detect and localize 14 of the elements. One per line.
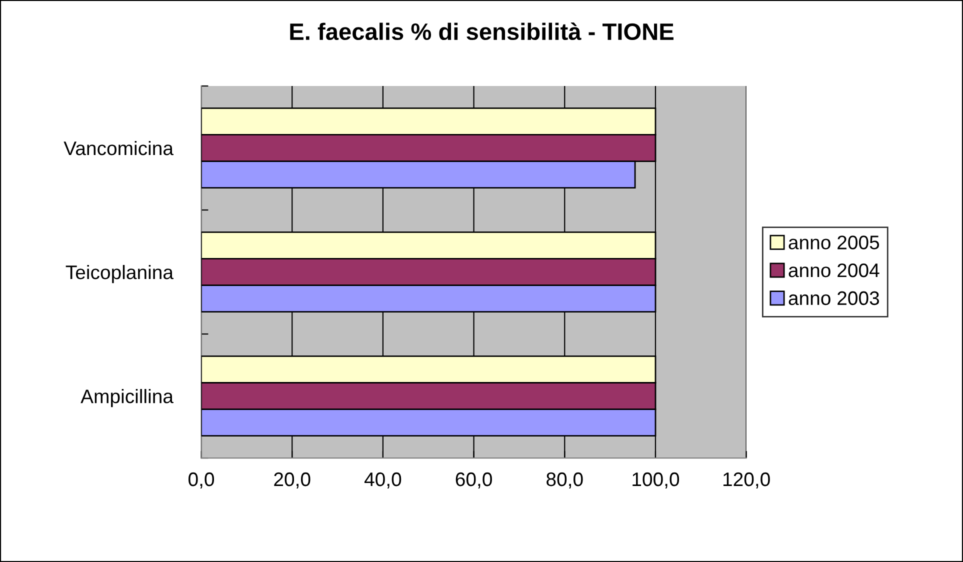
x-tick-label: 20,0	[274, 472, 310, 488]
x-tick-label: 120,0	[723, 472, 770, 488]
x-tick-label: 60,0	[456, 472, 492, 488]
chart-title: E. faecalis % di sensibilità - TIONE	[290, 22, 674, 40]
x-tick-label: 40,0	[364, 472, 402, 488]
y-tick-label: Teicoplanina	[66, 264, 174, 284]
legend-label: anno 2003	[788, 291, 880, 306]
y-tick-label: Vancomicina	[64, 140, 174, 156]
x-tick-label: 0,0	[188, 472, 214, 488]
y-tick-label: Ampicillina	[80, 388, 174, 408]
x-tick-label: 80,0	[546, 472, 583, 488]
legend-label: anno 2004	[788, 263, 880, 278]
x-tick-label: 100,0	[632, 472, 680, 488]
legend-label: anno 2005	[788, 236, 880, 250]
